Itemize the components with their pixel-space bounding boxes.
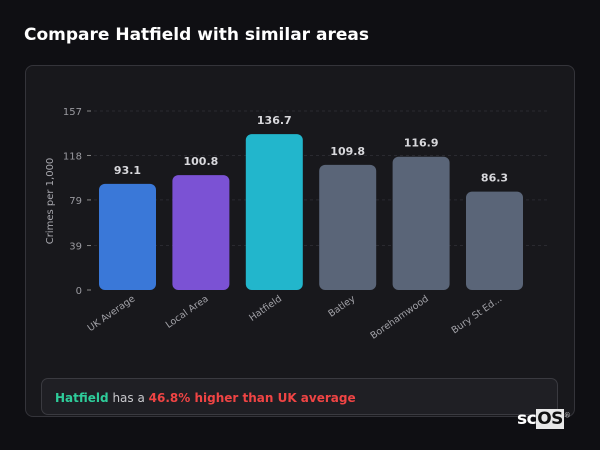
bar — [99, 183, 156, 290]
x-tick-label: Hatfield — [247, 293, 284, 323]
bar — [466, 191, 523, 290]
bar — [245, 134, 303, 290]
y-tick-label: 0 — [76, 286, 82, 297]
insight-area: Hatfield — [55, 391, 109, 405]
scos-logo: scOS® — [517, 409, 571, 429]
data-label: 86.3 — [481, 172, 508, 185]
x-tick-label: Batley — [326, 293, 357, 320]
data-label: 93.1 — [114, 164, 141, 177]
bar — [172, 175, 230, 290]
x-tick-label: Borehamwood — [368, 293, 430, 341]
insight-text: has a — [108, 391, 149, 405]
page-title: Compare Hatfield with similar areas — [24, 25, 369, 45]
data-label: 136.7 — [257, 114, 292, 127]
y-tick-label: 118 — [63, 151, 82, 162]
insight-highlight: 46.8% higher than UK average — [148, 391, 356, 405]
y-axis-label: Crimes per 1,000 — [45, 158, 56, 245]
data-label: 109.8 — [330, 145, 365, 158]
x-tick-label: Bury St Ed... — [450, 293, 505, 336]
bar — [392, 156, 450, 290]
y-tick-label: 157 — [63, 107, 82, 118]
data-label: 116.9 — [404, 137, 439, 150]
y-tick-label: 79 — [69, 196, 82, 207]
insight-box: Hatfield has a 46.8% higher than UK aver… — [41, 378, 558, 415]
x-tick-label: UK Average — [86, 293, 138, 334]
data-label: 100.8 — [184, 155, 219, 168]
bar — [319, 164, 377, 290]
x-tick-label: Local Area — [164, 293, 211, 330]
y-tick-label: 39 — [69, 242, 82, 253]
